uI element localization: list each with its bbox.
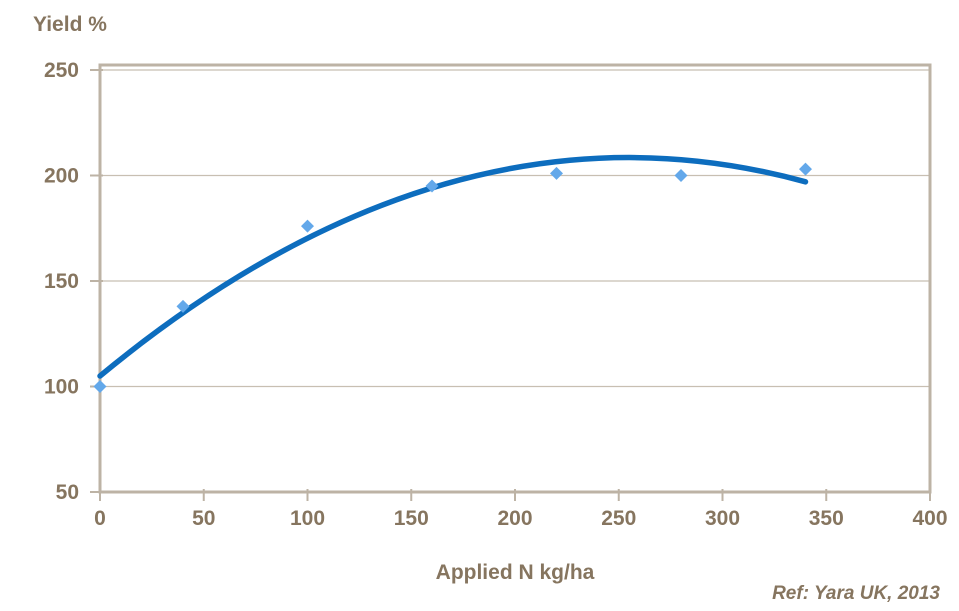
y-tick-label: 250 bbox=[44, 59, 79, 82]
x-tick-label: 200 bbox=[497, 507, 532, 530]
x-tick-label: 150 bbox=[394, 507, 429, 530]
data-point-marker bbox=[674, 169, 688, 182]
x-tick-label: 400 bbox=[912, 507, 947, 530]
x-tick-label: 350 bbox=[809, 507, 844, 530]
x-axis-title: Applied N kg/ha bbox=[435, 561, 595, 584]
data-point-marker bbox=[550, 166, 563, 180]
y-axis-title: Yield % bbox=[33, 13, 107, 36]
x-tick-label: 250 bbox=[601, 507, 636, 530]
trend-curve bbox=[97, 154, 809, 379]
reference-note: Ref: Yara UK, 2013 bbox=[772, 583, 940, 604]
x-tick-label: 100 bbox=[290, 507, 325, 530]
y-tick-label: 200 bbox=[44, 165, 79, 188]
data-point-marker bbox=[301, 219, 314, 233]
x-tick-label: 300 bbox=[705, 507, 740, 530]
y-tick-label: 50 bbox=[56, 481, 79, 504]
data-point-marker bbox=[799, 162, 812, 176]
data-point-marker bbox=[425, 179, 439, 193]
x-tick-label: 0 bbox=[94, 507, 106, 530]
y-tick-label: 150 bbox=[44, 270, 79, 293]
x-tick-label: 50 bbox=[192, 507, 215, 530]
data-point-marker bbox=[176, 299, 190, 313]
data-point-marker bbox=[93, 380, 107, 393]
plot-border bbox=[98, 63, 932, 494]
y-tick-label: 100 bbox=[44, 376, 79, 399]
